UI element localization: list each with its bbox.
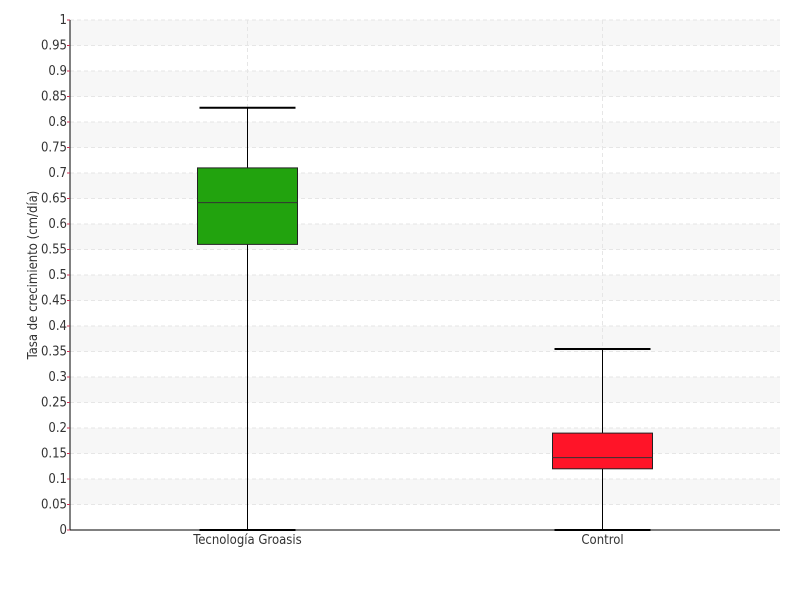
y-tick-label: 0.35 [41, 345, 67, 360]
y-tick-label: 0.2 [48, 421, 67, 436]
y-tick-label: 0.6 [48, 217, 67, 232]
grid-lines [70, 19, 780, 531]
y-tick-label: 0.15 [41, 447, 67, 462]
y-tick-label: 0.05 [41, 498, 67, 513]
y-tick-label: 0.8 [48, 115, 67, 130]
grid-band [70, 326, 780, 352]
grid-band [70, 122, 780, 148]
iqr-box [197, 167, 298, 245]
y-tick-label: 0.95 [41, 39, 67, 54]
grid-band [70, 20, 780, 46]
box-group [197, 106, 298, 531]
y-tick-label: 0.7 [48, 166, 67, 181]
grid-band [70, 377, 780, 403]
background-bands [70, 20, 780, 505]
y-tick-label: 0.65 [41, 192, 67, 207]
grid-band [70, 428, 780, 454]
box-group [552, 347, 653, 531]
grid-band [70, 224, 780, 250]
grid-band [70, 173, 780, 199]
y-tick-label: 1 [60, 13, 67, 28]
x-category-label: Tecnología Groasis [192, 533, 301, 548]
y-tick-label: 0.25 [41, 396, 67, 411]
y-tick-label: 0.9 [48, 64, 67, 79]
y-tick-label: 0.5 [48, 268, 67, 283]
y-axis-title: Tasa de crecimiento (cm/día) [26, 191, 41, 361]
boxes [197, 106, 653, 531]
grid-band [70, 71, 780, 97]
iqr-box [552, 432, 653, 470]
y-axis: 0 0.05 0.1 0.15 0.2 0.25 0.3 0.35 0.4 0.45 0.5 0.55… [41, 13, 71, 538]
y-tick-label: 0.85 [41, 90, 67, 105]
y-tick-label: 0.75 [41, 141, 67, 156]
y-tick-label: 0.55 [41, 243, 67, 258]
x-axis: Tecnología Groasis Control [70, 529, 780, 548]
y-tick-label: 0.4 [48, 319, 67, 334]
grid-band [70, 479, 780, 505]
y-tick-label: 0 [60, 523, 67, 538]
y-tick-label: 0.1 [48, 472, 67, 487]
x-category-label: Control [581, 533, 623, 548]
grid-band [70, 275, 780, 301]
y-tick-label: 0.3 [48, 370, 67, 385]
y-tick-label: 0.45 [41, 294, 67, 309]
